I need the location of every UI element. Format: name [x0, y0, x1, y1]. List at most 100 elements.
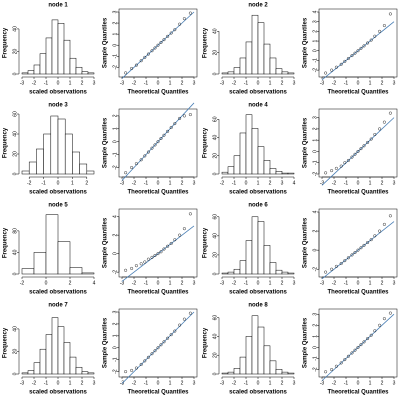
point: [182, 227, 186, 231]
point: [188, 113, 192, 117]
plot-box: [318, 208, 398, 278]
x-tick-label: 1: [257, 180, 260, 186]
point: [388, 111, 392, 115]
y-tick-label: 2: [112, 21, 118, 24]
bar: [57, 326, 65, 375]
x-tick-label: 0: [57, 180, 60, 186]
point: [378, 323, 382, 327]
point: [188, 11, 192, 15]
panel-title: node 1: [48, 3, 68, 9]
x-tick-label: -2: [332, 380, 337, 386]
qq-line: [121, 102, 195, 181]
point: [173, 122, 177, 126]
y-tick-label: 20: [212, 153, 218, 159]
y-tick-label: 20: [212, 252, 218, 258]
y-tick-label: -1: [112, 357, 118, 362]
y-axis-label: Sample Quantiles: [303, 117, 309, 168]
x-tick-label: 2: [181, 280, 184, 286]
panel-title: node 5: [48, 203, 68, 209]
x-tick-label: 3: [293, 380, 296, 386]
x-tick-label: -3: [120, 80, 125, 86]
x-tick-label: 1: [169, 280, 172, 286]
x-tick-label: 2: [381, 180, 384, 186]
x-tick-label: 0: [157, 280, 160, 286]
y-tick-label: 0: [312, 150, 318, 153]
y-tick-label: 1: [112, 127, 118, 130]
point: [173, 28, 177, 32]
y-axis-label: Sample Quantiles: [303, 17, 309, 68]
plot-box: [118, 308, 198, 378]
bar: [81, 371, 89, 375]
y-tick-label: 2: [112, 322, 118, 325]
point: [343, 59, 347, 63]
bar: [221, 372, 229, 375]
point: [373, 133, 377, 137]
point: [162, 340, 166, 344]
point: [330, 368, 334, 372]
y-tick-label: 3: [112, 310, 118, 313]
bar: [287, 172, 295, 175]
point: [353, 152, 357, 156]
point: [130, 266, 134, 270]
y-tick-label: 1: [112, 334, 118, 337]
y-axis-label: Frequency: [203, 227, 209, 258]
qq-line: [121, 11, 195, 79]
x-tick-label: -2: [332, 180, 337, 186]
point: [143, 359, 147, 363]
point: [324, 270, 328, 274]
x-tick-label: 1: [369, 280, 372, 286]
point: [130, 66, 134, 70]
x-tick-label: 3: [93, 380, 96, 386]
point: [378, 229, 382, 233]
bar: [287, 272, 295, 275]
bar: [257, 326, 265, 375]
bar: [221, 272, 229, 275]
panel-title: node 7: [48, 303, 68, 309]
x-tick-label: -1: [344, 80, 349, 86]
bar: [281, 71, 289, 75]
x-tick-label: 1: [69, 80, 72, 86]
x-tick-label: -1: [144, 180, 149, 186]
x-tick-label: 0: [157, 180, 160, 186]
point: [339, 361, 343, 365]
plot-box: [318, 308, 398, 378]
x-tick-label: -1: [344, 380, 349, 386]
bar: [221, 171, 229, 175]
point: [359, 246, 363, 250]
y-tick-label: 0: [212, 72, 218, 75]
y-tick-label: 40: [212, 135, 218, 141]
y-tick-label: 40: [12, 131, 18, 137]
point: [382, 222, 386, 226]
bar: [233, 368, 241, 375]
qq-line: [321, 313, 395, 381]
x-axis-label: scaled observations: [29, 190, 87, 196]
y-tick-label: -2: [312, 267, 318, 272]
point: [373, 34, 377, 38]
x-axis-label: Theoretical Quantiles: [327, 190, 389, 196]
point: [359, 343, 363, 347]
plot-box: [118, 108, 198, 178]
bar: [63, 39, 71, 75]
y-tick-label: 1: [312, 139, 318, 142]
x-tick-label: 1: [369, 380, 372, 386]
bar: [245, 240, 253, 275]
qq-line: [121, 311, 195, 384]
y-tick-label: -1: [312, 160, 318, 165]
bar: [87, 72, 95, 75]
point: [366, 337, 370, 341]
bar: [257, 22, 265, 75]
x-tick-label: -1: [232, 180, 237, 186]
point: [346, 256, 350, 260]
x-tick-label: -3: [320, 280, 325, 286]
point: [334, 264, 338, 268]
y-tick-label: 3: [112, 10, 118, 13]
x-tick-label: 2: [181, 180, 184, 186]
y-tick-label: 60: [212, 315, 218, 321]
point: [346, 57, 350, 61]
y-tick-label: 0: [12, 372, 18, 375]
x-axis-label: scaled observations: [229, 190, 287, 196]
